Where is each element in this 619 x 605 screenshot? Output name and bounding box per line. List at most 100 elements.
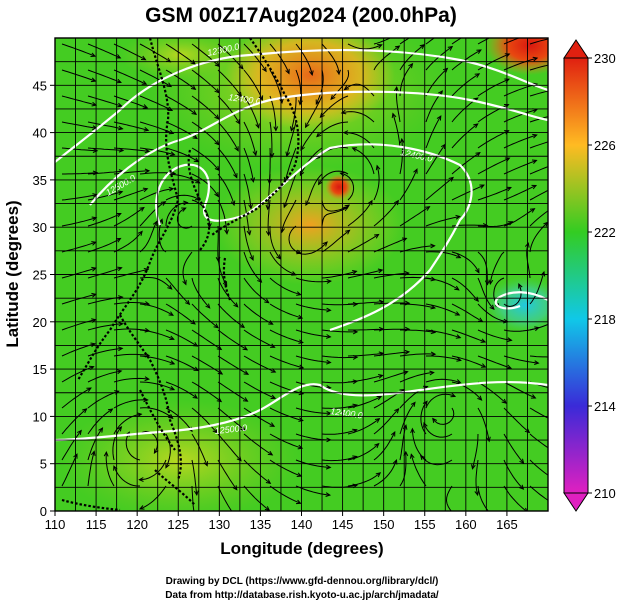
streamline xyxy=(243,225,254,261)
streamline-arrowhead xyxy=(560,389,564,393)
x-axis-ticks: 110 115 120 125 130 135 140 145 150 155 160 165 xyxy=(45,511,518,532)
streamline-arrowhead xyxy=(504,157,511,162)
streamline xyxy=(87,69,122,83)
streamline-arrowhead xyxy=(92,170,99,176)
streamline-arrowhead xyxy=(239,323,246,329)
streamline-arrowhead xyxy=(518,283,523,289)
streamline-arrowhead xyxy=(191,110,198,115)
streamline xyxy=(477,485,489,511)
streamline-arrowhead xyxy=(233,302,239,308)
streamline-arrowhead xyxy=(530,394,537,399)
streamline xyxy=(217,355,249,375)
streamline-arrowhead xyxy=(506,364,513,370)
streamline-arrowhead xyxy=(193,157,200,163)
streamline xyxy=(373,431,396,461)
streamline xyxy=(61,95,97,106)
streamline xyxy=(61,147,98,152)
streamline-arrowhead xyxy=(237,91,242,98)
streamline xyxy=(400,329,436,333)
streamline-arrowhead xyxy=(264,298,270,304)
streamline xyxy=(113,69,147,85)
streamline xyxy=(451,123,478,149)
streamline-arrowhead xyxy=(297,314,304,320)
streamline-arrowhead xyxy=(298,390,305,396)
streamline xyxy=(61,430,82,461)
streamline-arrowhead xyxy=(326,410,332,416)
streamline-arrowhead xyxy=(318,179,323,186)
streamline xyxy=(295,43,313,76)
streamline-arrowhead xyxy=(554,503,559,507)
streamline-arrowhead xyxy=(279,98,284,104)
credit-data-source: Data from http://database.rish.kyoto-u.a… xyxy=(165,590,439,601)
streamline xyxy=(139,95,173,111)
streamline xyxy=(347,374,383,383)
streamline xyxy=(399,402,416,435)
streamline-arrowhead xyxy=(195,178,201,184)
streamline-arrowhead xyxy=(430,351,437,357)
streamline xyxy=(217,485,233,511)
streamline-arrowhead xyxy=(560,112,564,116)
streamline xyxy=(113,121,149,131)
streamline-arrowhead xyxy=(316,132,322,138)
streamline-arrowhead xyxy=(92,193,98,198)
streamline-arrowhead xyxy=(554,451,559,455)
streamline xyxy=(425,144,446,175)
streamline xyxy=(269,459,302,477)
streamline xyxy=(451,184,485,201)
streamline xyxy=(284,147,297,182)
streamline xyxy=(373,200,399,227)
streamline-arrowhead xyxy=(336,69,341,76)
colorbar-ticks: 210 214 218 222 226 230 xyxy=(588,51,616,501)
streamline-arrowhead xyxy=(231,512,235,517)
streamline-arrowhead xyxy=(262,66,267,73)
streamline-arrowhead xyxy=(243,370,250,375)
streamline xyxy=(217,329,248,351)
streamline xyxy=(432,407,455,425)
streamline-arrowhead xyxy=(297,444,304,450)
streamline xyxy=(165,381,198,399)
streamline-arrowhead xyxy=(479,184,485,189)
streamline-arrowhead xyxy=(374,418,381,423)
streamline xyxy=(300,121,323,151)
streamline-arrowhead xyxy=(558,317,563,321)
streamline-arrowhead xyxy=(340,109,347,115)
streamline xyxy=(489,251,505,284)
streamline xyxy=(139,69,172,87)
streamline xyxy=(139,121,174,134)
streamline-arrowhead xyxy=(330,94,336,101)
height-contours xyxy=(55,48,548,442)
streamline xyxy=(191,173,219,197)
streamline xyxy=(165,69,196,90)
streamline xyxy=(243,381,276,399)
streamline-arrowhead xyxy=(409,453,415,459)
streamline-arrowhead xyxy=(489,304,495,310)
streamline xyxy=(243,329,275,348)
streamline-arrowhead xyxy=(298,417,304,422)
streamline xyxy=(503,134,537,149)
streamline xyxy=(243,43,267,72)
streamline-arrowhead xyxy=(117,346,124,352)
streamline xyxy=(425,216,460,227)
streamline-arrowhead xyxy=(423,422,428,428)
streamline-arrowhead xyxy=(474,490,480,497)
streamline-arrowhead xyxy=(205,303,211,309)
streamline xyxy=(217,407,246,431)
streamline xyxy=(423,422,453,438)
streamline-arrowhead xyxy=(270,368,277,373)
streamline-arrowhead xyxy=(242,397,249,402)
streamline-arrowhead xyxy=(325,464,332,470)
streamline xyxy=(321,355,358,359)
streamline xyxy=(352,147,375,175)
streamline xyxy=(477,187,512,201)
streamline xyxy=(347,200,373,227)
streamline xyxy=(295,69,302,105)
colorbar-bottom-triangle xyxy=(563,492,589,512)
streamline-arrowhead xyxy=(136,412,143,418)
streamline-arrowhead xyxy=(343,85,350,91)
streamline xyxy=(61,43,96,57)
streamline-arrowhead xyxy=(233,173,238,179)
streamline xyxy=(503,381,536,399)
streamline xyxy=(269,121,273,158)
streamline-arrowhead xyxy=(436,115,442,121)
streamline xyxy=(451,381,482,401)
